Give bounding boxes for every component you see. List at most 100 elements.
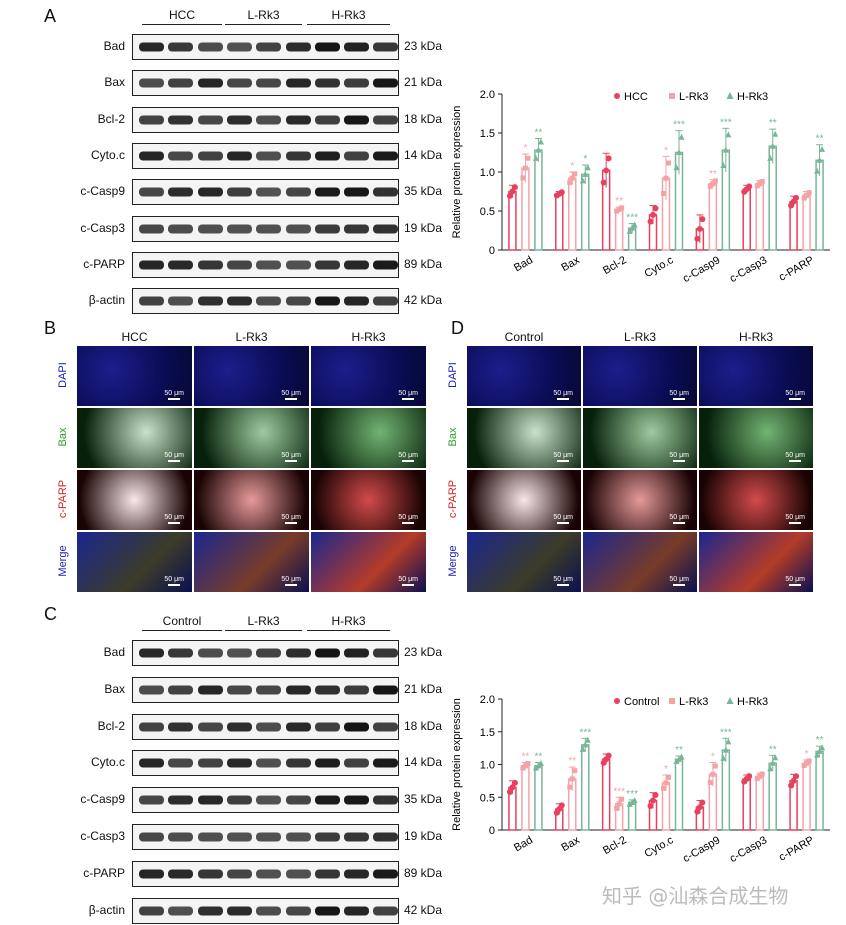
stain-label: DAPI bbox=[57, 362, 69, 388]
data-point bbox=[525, 155, 531, 161]
blot-band bbox=[314, 795, 340, 805]
data-point bbox=[506, 789, 513, 796]
scale-line bbox=[402, 584, 415, 586]
significance-label: ** bbox=[615, 196, 623, 207]
blot-band bbox=[256, 832, 282, 842]
blot-band bbox=[344, 906, 370, 916]
significance-label: ** bbox=[816, 735, 824, 746]
if-image: 50 μm bbox=[467, 470, 581, 530]
data-point bbox=[804, 760, 810, 766]
group-line bbox=[307, 630, 390, 631]
data-point bbox=[694, 235, 701, 242]
data-point bbox=[614, 208, 620, 214]
scale-label: 50 μm bbox=[669, 452, 689, 459]
data-point bbox=[819, 744, 826, 751]
scale-bar: 50 μm bbox=[398, 390, 418, 400]
data-point bbox=[790, 777, 797, 784]
blot-row-label: Cyto.c bbox=[90, 147, 125, 162]
data-point bbox=[506, 192, 513, 199]
data-point bbox=[522, 165, 528, 171]
blot-band bbox=[314, 722, 340, 732]
scale-label: 50 μm bbox=[553, 514, 573, 521]
blot-band bbox=[314, 832, 340, 842]
if-image: 50 μm bbox=[583, 532, 697, 592]
blot-band bbox=[373, 260, 398, 270]
significance-label: *** bbox=[626, 789, 638, 800]
bar-chart-a: 0 0.5 1.0 1.5 2.0 Relative protein expression… bbox=[451, 89, 830, 285]
data-point bbox=[663, 780, 669, 786]
blot-band bbox=[314, 224, 340, 233]
blot-kda: 42 kDa bbox=[404, 293, 443, 308]
blot-band bbox=[285, 296, 311, 306]
bar bbox=[742, 778, 751, 831]
scale-line bbox=[402, 460, 415, 462]
blot-band bbox=[285, 115, 311, 125]
bar bbox=[521, 765, 530, 831]
significance-label: *** bbox=[673, 120, 685, 131]
data-point bbox=[772, 130, 779, 137]
blot-band bbox=[168, 758, 194, 768]
blot-band bbox=[139, 296, 164, 306]
data-point bbox=[673, 164, 680, 171]
data-point bbox=[720, 161, 727, 168]
blot-band bbox=[168, 78, 194, 88]
blot-band bbox=[314, 685, 340, 695]
data-point bbox=[725, 131, 732, 138]
blot-band bbox=[314, 296, 340, 306]
data-point bbox=[582, 741, 589, 748]
data-point bbox=[537, 138, 544, 145]
data-point bbox=[532, 154, 539, 161]
data-point bbox=[647, 218, 654, 225]
scale-line bbox=[168, 522, 181, 524]
group-label: HCC bbox=[169, 8, 195, 22]
significance-label: * bbox=[805, 749, 809, 760]
blot-band bbox=[256, 224, 282, 233]
blot-band bbox=[226, 115, 252, 125]
data-point bbox=[772, 754, 779, 761]
group-label: L-Rk3 bbox=[247, 614, 280, 628]
significance-label: * bbox=[583, 154, 587, 165]
bar bbox=[581, 173, 590, 251]
data-point bbox=[678, 753, 685, 760]
blot-band bbox=[344, 78, 370, 88]
x-tick-label: c-Casp9 bbox=[681, 834, 722, 865]
legend-marker bbox=[726, 92, 734, 99]
if-image: 50 μm bbox=[699, 346, 813, 406]
blot-band bbox=[197, 78, 223, 88]
data-point bbox=[509, 188, 516, 195]
blot-strip bbox=[132, 824, 399, 850]
group-label: L-Rk3 bbox=[247, 8, 280, 22]
blot-band bbox=[168, 151, 194, 161]
if-image: 50 μm bbox=[583, 346, 697, 406]
blot-strip bbox=[132, 750, 399, 777]
blot-band bbox=[139, 151, 164, 161]
data-point bbox=[801, 195, 807, 201]
blot-band bbox=[256, 648, 282, 658]
bar bbox=[534, 149, 543, 251]
blot-kda: 14 kDa bbox=[404, 147, 443, 162]
data-point bbox=[650, 211, 656, 218]
significance-label: *** bbox=[720, 117, 732, 128]
blot-band bbox=[226, 906, 252, 916]
if-image: 50 μm bbox=[311, 532, 426, 592]
blot-band bbox=[285, 224, 311, 233]
panel-letter-b: B bbox=[44, 318, 57, 338]
data-point bbox=[746, 183, 753, 190]
y-tick-label: 1.5 bbox=[480, 128, 495, 140]
group-line bbox=[225, 24, 302, 25]
x-tick-label: Cyto.c bbox=[642, 834, 675, 860]
blot-kda: 23 kDa bbox=[404, 645, 443, 659]
scale-line bbox=[168, 584, 181, 586]
significance-label: ** bbox=[535, 752, 543, 763]
blot-band bbox=[139, 78, 164, 88]
data-point bbox=[676, 149, 682, 155]
x-tick-label: c-PARP bbox=[777, 834, 816, 864]
stain-label: Merge bbox=[447, 545, 459, 577]
if-image: 50 μm bbox=[194, 532, 309, 592]
blot-band bbox=[314, 260, 340, 270]
scale-line bbox=[557, 460, 570, 462]
data-point bbox=[666, 160, 671, 166]
x-tick-label: c-Casp9 bbox=[681, 254, 722, 285]
if-column-label: L-Rk3 bbox=[623, 330, 656, 344]
blot-band bbox=[373, 151, 398, 161]
